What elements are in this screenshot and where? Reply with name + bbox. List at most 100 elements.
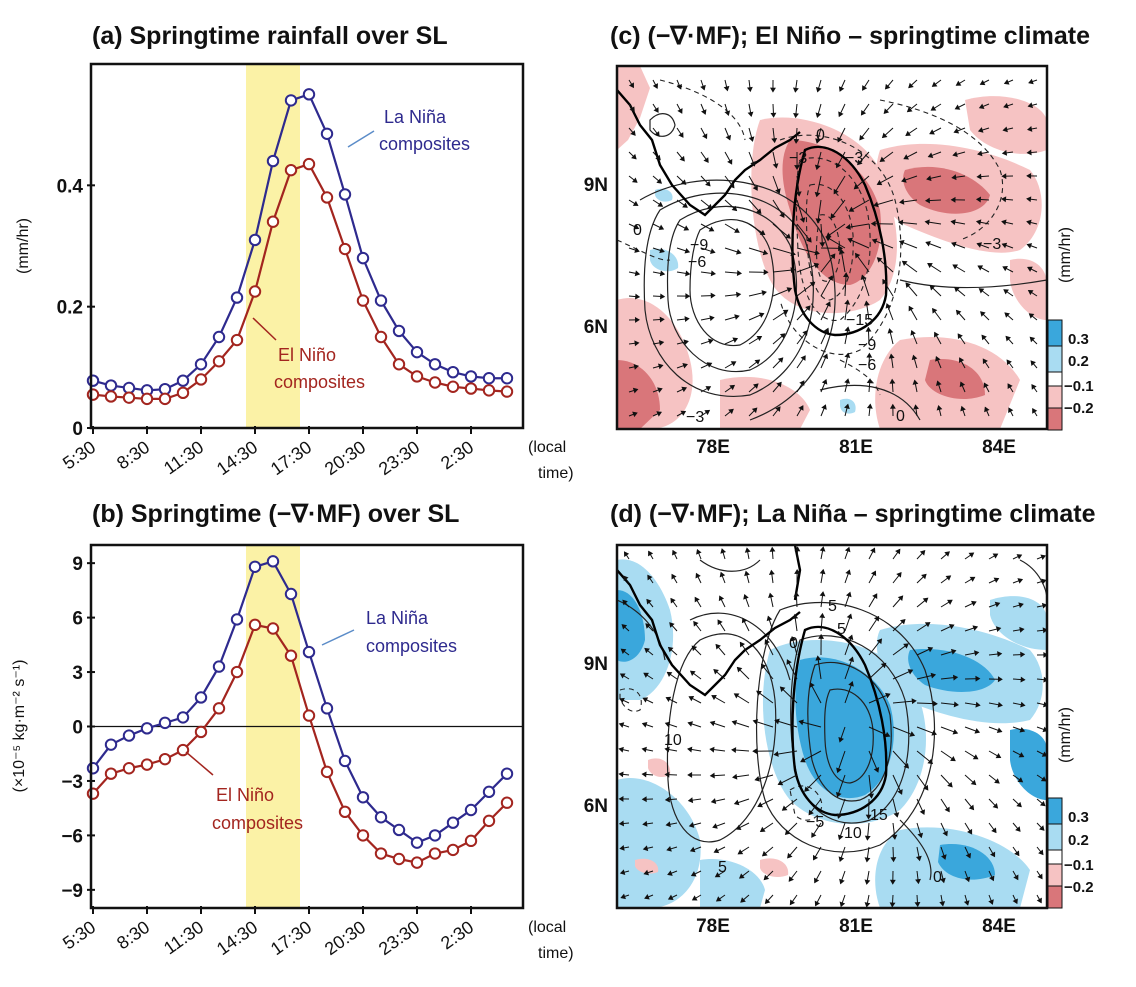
vector-arrowhead (1008, 407, 1014, 414)
vector-arrowhead (876, 638, 883, 645)
vector-arrowhead (681, 386, 688, 393)
data-point (320, 191, 334, 204)
panel-d-lon-78e: 78E (696, 916, 730, 937)
vector-arrowhead (873, 615, 880, 622)
vector-arrowhead (795, 191, 802, 197)
vector-arrowhead (848, 206, 855, 212)
vector-arrowhead (634, 340, 640, 347)
vector-arrowhead (819, 568, 826, 575)
vector-arrowhead (809, 281, 816, 288)
vector-arrowhead (960, 405, 966, 412)
vector-arrowhead (671, 573, 677, 580)
vector-arrowhead (736, 666, 743, 673)
vector-arrowhead (777, 357, 784, 363)
panel-b-la-nina-label-line2: composites (366, 636, 457, 656)
vector-arrowhead (730, 361, 737, 367)
contour-label: 0 (789, 635, 798, 652)
panel-c-neg-contours (617, 79, 1004, 396)
vector-arrowhead (822, 353, 829, 360)
vector-arrowhead (643, 672, 649, 678)
contour-label: −3 (983, 236, 1001, 253)
vector-arrowhead (910, 329, 916, 336)
vector-arrowhead (870, 547, 876, 554)
vector-arrowhead (618, 771, 624, 778)
contour-label: −9 (858, 337, 876, 354)
vector-arrowhead (915, 855, 922, 862)
vector-arrowhead (720, 548, 727, 554)
vector-arrowhead (619, 869, 626, 876)
data-point (86, 374, 100, 387)
panel-c-colorbar-unit: (mm/hr) (1057, 227, 1074, 283)
vector-arrowhead (827, 275, 833, 281)
x-tick-label: 17:30 (267, 437, 315, 479)
data-point (284, 94, 298, 107)
vector-arrowhead (672, 549, 678, 556)
vector-arrowhead (644, 894, 650, 900)
data-point (284, 587, 298, 601)
panel-a-ylabel: (mm/hr) (15, 218, 32, 274)
colorbar-label: 0.2 (1068, 353, 1089, 370)
vector-arrowhead (1016, 801, 1022, 808)
vector-arrowhead (925, 240, 931, 247)
vector-arrowhead (929, 129, 935, 135)
vector-arrowhead (746, 86, 753, 93)
vector-arrowhead (931, 81, 938, 87)
vector-arrowhead (687, 721, 694, 727)
vector-arrowhead (786, 287, 793, 293)
vector-arrowhead (935, 380, 942, 386)
vector-arrowhead (968, 552, 975, 558)
vector-arrowhead (702, 133, 708, 140)
vector-arrowhead (1027, 290, 1034, 296)
vector-arrowhead (753, 383, 759, 389)
vector-arrowhead (793, 112, 799, 119)
panel-c-vectors (628, 78, 1038, 418)
vector-arrowhead (872, 593, 878, 599)
vector-arrowhead (970, 779, 977, 786)
data-point (194, 725, 208, 739)
vector-arrowhead (1026, 243, 1033, 249)
vector-arrowhead (980, 311, 986, 317)
vector-arrowhead (870, 220, 876, 227)
vector-arrowhead (685, 293, 691, 300)
data-point (428, 829, 442, 842)
vector-arrowhead (1043, 651, 1047, 658)
colorbar-label: −0.1 (1064, 378, 1094, 395)
panel-a-el-nino-leader (252, 317, 277, 341)
vector-arrowhead (889, 879, 896, 885)
vector-arrowhead (769, 546, 776, 552)
data-point (140, 722, 154, 735)
vector-arrowhead (775, 188, 781, 194)
data-point (212, 702, 226, 715)
vector-arrowhead (1027, 126, 1033, 132)
vector-arrowhead (924, 622, 931, 628)
vector-arrowhead (800, 355, 806, 361)
vector-arrowhead (704, 409, 711, 416)
shade (700, 859, 765, 908)
vector-arrowhead (958, 357, 965, 363)
vector-arrowhead (736, 270, 743, 276)
vector-arrowhead (914, 902, 921, 908)
vector-arrowhead (642, 820, 648, 827)
data-point (230, 291, 244, 304)
vector-arrowhead (890, 857, 897, 863)
x-tick-label: 8:30 (113, 437, 153, 473)
data-point (320, 702, 334, 715)
vector-arrowhead (873, 767, 880, 773)
vector-arrowhead (995, 753, 1002, 759)
vector-arrowhead (634, 316, 640, 323)
vector-arrowhead (888, 353, 895, 359)
vector-arrowhead (748, 136, 755, 142)
data-point (104, 738, 118, 751)
panel-a-el-nino-label-line1: El Niño (278, 345, 336, 365)
vector-arrowhead (936, 405, 943, 411)
y-tick-label: −6 (61, 826, 83, 847)
vector-arrowhead (756, 335, 763, 342)
vector-arrowhead (835, 162, 842, 169)
vector-arrowhead (932, 700, 938, 707)
vector-arrowhead (845, 224, 851, 230)
y-tick-label: 6 (72, 609, 83, 630)
vector-arrowhead (1027, 266, 1033, 272)
data-point (500, 385, 514, 398)
vector-arrowhead (988, 899, 994, 905)
data-point (104, 767, 118, 780)
